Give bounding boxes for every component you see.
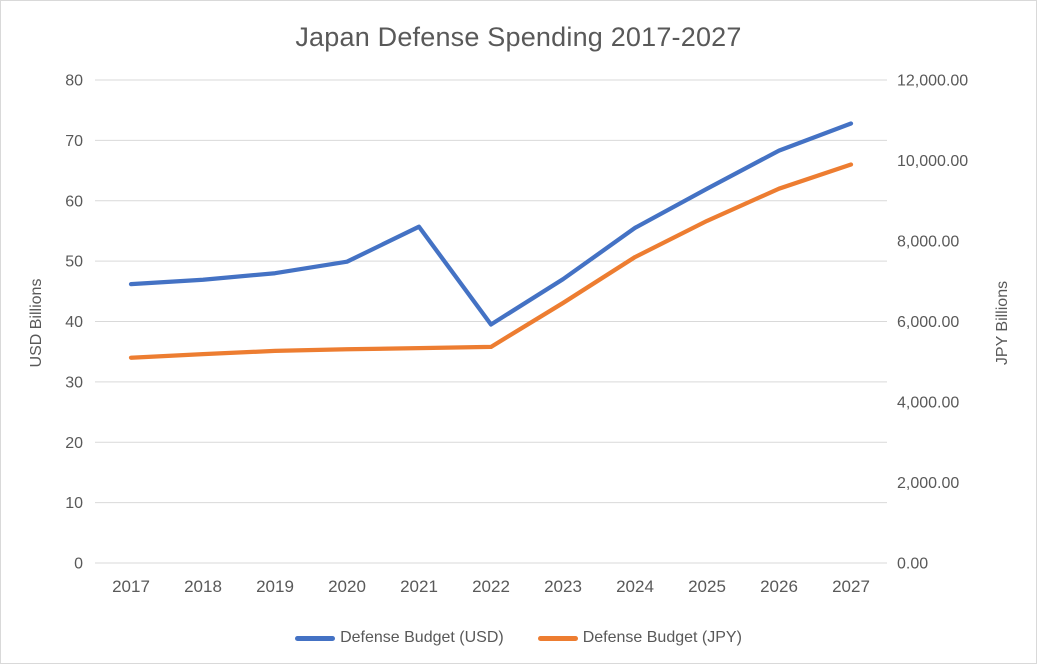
y-left-tick-label: 60: [65, 193, 83, 210]
x-tick-label: 2026: [760, 577, 798, 596]
y-right-tick-label: 2,000.00: [897, 475, 959, 492]
legend-item-usd: Defense Budget (USD): [295, 629, 504, 647]
x-tick-label: 2017: [112, 577, 150, 596]
y-left-tick-label: 80: [65, 73, 83, 90]
y-left-tick-label: 20: [65, 435, 83, 452]
x-tick-label: 2024: [616, 577, 654, 596]
y-left-tick-label: 30: [65, 374, 83, 391]
usd-line-swatch-icon: [295, 635, 336, 641]
series-line-usd: [128, 121, 854, 327]
series-line-jpy: [128, 162, 854, 360]
x-tick-label: 2020: [328, 577, 366, 596]
y-right-tick-label: 8,000.00: [897, 234, 959, 251]
legend-label-usd: Defense Budget (USD): [340, 629, 504, 646]
x-tick-label: 2025: [688, 577, 726, 596]
y-left-tick-label: 0: [74, 556, 83, 573]
y-left-tick-label: 50: [65, 254, 83, 271]
x-tick-label: 2027: [832, 577, 870, 596]
y-right-tick-label: 0.00: [897, 556, 928, 573]
chart-legend: Defense Budget (USD) Defense Budget (JPY…: [1, 629, 1036, 647]
x-tick-label: 2018: [184, 577, 222, 596]
y-left-tick-label: 40: [65, 314, 83, 331]
right-axis-title: JPY Billions: [994, 280, 1011, 366]
legend-label-jpy: Defense Budget (JPY): [582, 629, 742, 646]
x-tick-label: 2023: [544, 577, 582, 596]
x-tick-label: 2019: [256, 577, 294, 596]
y-right-tick-label: 12,000.00: [897, 73, 968, 90]
y-left-tick-label: 70: [65, 133, 83, 150]
y-right-tick-label: 6,000.00: [897, 314, 959, 331]
y-right-tick-label: 4,000.00: [897, 395, 959, 412]
left-axis-title: USD Billions: [28, 278, 45, 368]
chart-title: Japan Defense Spending 2017-2027: [295, 22, 742, 52]
legend-item-jpy: Defense Budget (JPY): [537, 629, 742, 647]
y-left-tick-label: 10: [65, 495, 83, 512]
jpy-line-swatch-icon: [537, 635, 578, 641]
y-right-tick-label: 10,000.00: [897, 153, 968, 170]
x-tick-label: 2021: [400, 577, 438, 596]
x-tick-label: 2022: [472, 577, 510, 596]
